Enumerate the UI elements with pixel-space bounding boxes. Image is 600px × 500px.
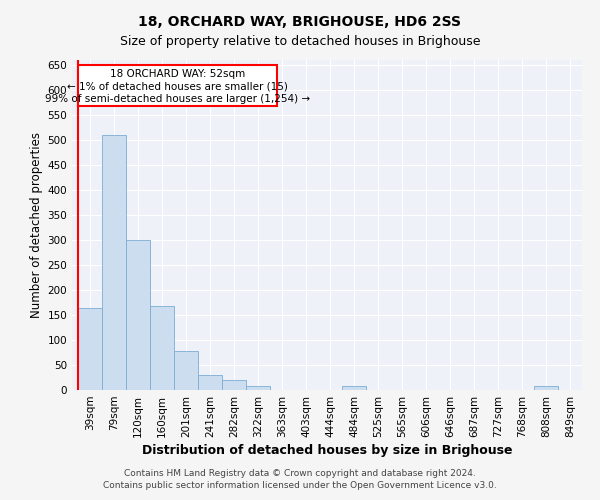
Y-axis label: Number of detached properties: Number of detached properties — [30, 132, 43, 318]
Bar — [127, 240, 149, 390]
Bar — [223, 380, 245, 390]
Bar — [79, 308, 101, 390]
Text: 18 ORCHARD WAY: 52sqm: 18 ORCHARD WAY: 52sqm — [110, 70, 245, 80]
Bar — [103, 135, 125, 390]
Bar — [175, 351, 197, 390]
Text: ← 1% of detached houses are smaller (15): ← 1% of detached houses are smaller (15) — [67, 82, 288, 92]
Bar — [151, 306, 173, 390]
Bar — [343, 386, 365, 390]
Bar — [247, 386, 269, 390]
Text: Contains HM Land Registry data © Crown copyright and database right 2024.
Contai: Contains HM Land Registry data © Crown c… — [103, 468, 497, 490]
Text: 18, ORCHARD WAY, BRIGHOUSE, HD6 2SS: 18, ORCHARD WAY, BRIGHOUSE, HD6 2SS — [139, 15, 461, 29]
Text: 99% of semi-detached houses are larger (1,254) →: 99% of semi-detached houses are larger (… — [45, 94, 310, 104]
Bar — [78, 65, 277, 106]
Bar — [535, 386, 557, 390]
Bar — [199, 375, 221, 390]
Text: Size of property relative to detached houses in Brighouse: Size of property relative to detached ho… — [120, 35, 480, 48]
X-axis label: Distribution of detached houses by size in Brighouse: Distribution of detached houses by size … — [142, 444, 512, 457]
